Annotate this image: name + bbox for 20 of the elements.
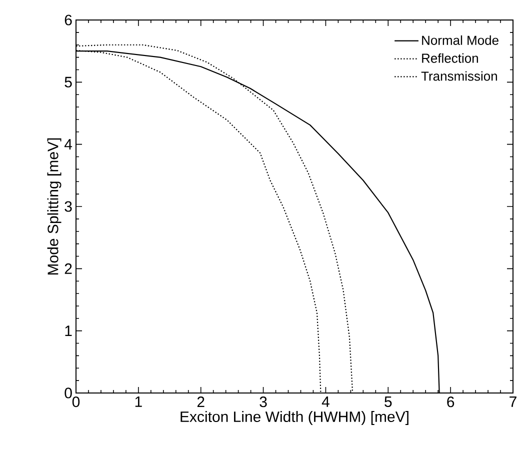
x-tick-label: 7 — [510, 396, 516, 407]
x-tick-label: 4 — [322, 396, 330, 407]
x-tick-label: 6 — [447, 396, 454, 408]
y-tick-label: 6 — [64, 14, 72, 26]
x-tick-label: 2 — [197, 396, 204, 408]
x-axis-title: Exciton Line Width (HWHM) [meV] — [180, 411, 408, 425]
y-tick-label: 5 — [64, 76, 72, 88]
legend-label: Transmission — [421, 71, 497, 81]
y-tick-label: 3 — [64, 201, 72, 212]
y-tick-label: 1 — [65, 326, 72, 336]
y-tick-label: 4 — [64, 139, 72, 150]
y-tick-label: 2 — [64, 263, 72, 274]
y-tick-label: 0 — [64, 388, 72, 398]
x-tick-label: 5 — [384, 396, 392, 407]
y-axis-title: Mode Splitting [meV] — [47, 138, 62, 274]
x-tick-label: 3 — [260, 396, 267, 408]
legend-label: Reflection — [422, 53, 478, 63]
x-tick-label: 0 — [72, 396, 80, 408]
x-tick-label: 1 — [135, 396, 142, 407]
legend-label: Normal Mode — [422, 35, 498, 45]
